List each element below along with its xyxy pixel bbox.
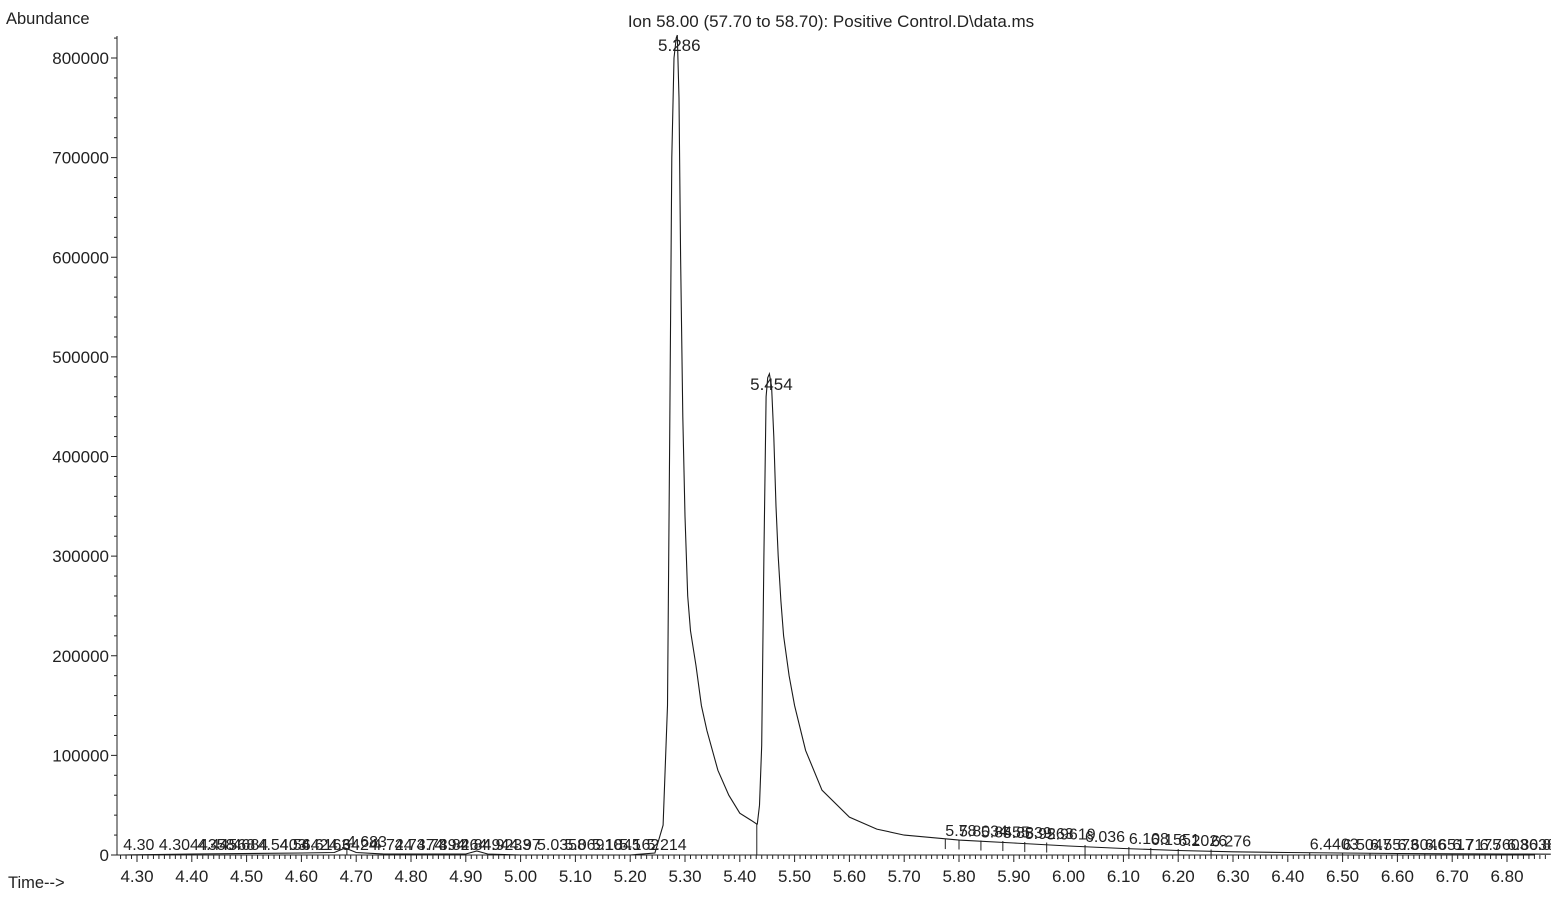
y-tick-label: 700000 (52, 149, 109, 168)
x-tick-label: 6.30 (1216, 867, 1249, 886)
peak-label: 5.454 (750, 375, 793, 394)
y-tick-label: 400000 (52, 448, 109, 467)
x-tick-label: 6.10 (1107, 867, 1140, 886)
x-tick-label: 5.50 (778, 867, 811, 886)
x-tick-label: 5.00 (504, 867, 537, 886)
x-tick-label: 5.20 (614, 867, 647, 886)
chart-title: Ion 58.00 (57.70 to 58.70): Positive Con… (628, 12, 1034, 31)
x-tick-label: 6.40 (1271, 867, 1304, 886)
peak-label: 5.286 (658, 36, 701, 55)
y-tick-label: 600000 (52, 248, 109, 267)
x-tick-label: 6.70 (1436, 867, 1469, 886)
retention-time-label: 6.276 (1211, 834, 1251, 851)
x-tick-label: 6.60 (1381, 867, 1414, 886)
retention-time-label: 6.036 (1085, 829, 1125, 846)
y-tick-label: 800000 (52, 49, 109, 68)
x-tick-label: 4.50 (230, 867, 263, 886)
x-tick-label: 6.20 (1162, 867, 1195, 886)
x-tick-label: 4.40 (175, 867, 208, 886)
y-tick-label: 300000 (52, 547, 109, 566)
x-tick-label: 4.90 (449, 867, 482, 886)
x-tick-label: 5.30 (668, 867, 701, 886)
y-tick-label: 200000 (52, 647, 109, 666)
x-axis-label: Time--> (8, 874, 65, 892)
x-tick-label: 5.70 (888, 867, 921, 886)
x-tick-label: 4.30 (120, 867, 153, 886)
x-tick-label: 5.60 (833, 867, 866, 886)
x-tick-label: 4.60 (285, 867, 318, 886)
y-tick-label: 100000 (52, 746, 109, 765)
x-tick-label: 4.70 (340, 867, 373, 886)
y-axis-label: Abundance (6, 10, 90, 28)
retention-time-label: 5.214 (647, 837, 687, 854)
x-tick-label: 6.50 (1326, 867, 1359, 886)
x-tick-label: 6.00 (1052, 867, 1085, 886)
x-tick-label: 6.80 (1490, 867, 1523, 886)
retention-time-label: 6.8403 (1529, 837, 1551, 854)
x-tick-label: 5.80 (942, 867, 975, 886)
x-tick-label: 5.40 (723, 867, 756, 886)
x-tick-label: 5.10 (559, 867, 592, 886)
retention-time-label: 4.30 (123, 837, 154, 854)
y-tick-label: 0 (100, 846, 109, 865)
y-tick-label: 500000 (52, 348, 109, 367)
x-tick-label: 4.80 (394, 867, 427, 886)
x-tick-label: 5.90 (997, 867, 1030, 886)
